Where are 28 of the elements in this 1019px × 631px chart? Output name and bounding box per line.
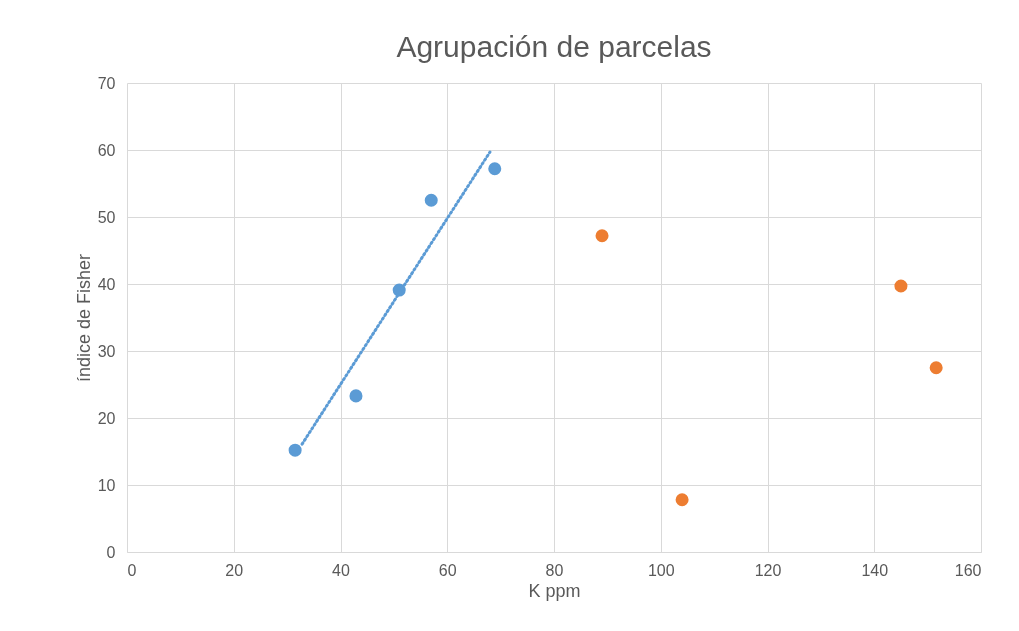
- y-tick-label: 30: [97, 342, 116, 360]
- x-tick-label: 160: [954, 561, 982, 579]
- x-tick-label: 120: [754, 561, 782, 579]
- y-tick-label: 40: [97, 275, 116, 293]
- x-tick-label: 140: [861, 561, 889, 579]
- y-tick-label: 10: [97, 476, 116, 494]
- point: [595, 229, 609, 243]
- chart-title: Agrupación de parcelas: [396, 30, 712, 63]
- point: [349, 389, 363, 403]
- y-tick-label: 70: [97, 74, 116, 92]
- point: [929, 361, 943, 375]
- point: [288, 443, 302, 457]
- x-tick-label: 60: [438, 561, 457, 579]
- y-tick-label: 20: [97, 409, 116, 427]
- point: [488, 162, 502, 176]
- point: [675, 493, 689, 507]
- x-axis-title: K ppm: [528, 580, 581, 601]
- y-tick-label: 50: [97, 208, 116, 226]
- y-tick-label: 0: [106, 543, 116, 561]
- x-tick-label: 20: [225, 561, 244, 579]
- x-tick-label: 0: [127, 561, 137, 579]
- y-axis-title: índice de Fisher: [73, 253, 94, 383]
- x-tick-label: 40: [332, 561, 350, 579]
- point: [424, 193, 438, 207]
- x-tick-label: 100: [647, 561, 675, 579]
- point: [894, 279, 908, 293]
- y-tick-label: 60: [97, 141, 116, 159]
- x-tick-label: 80: [545, 561, 564, 579]
